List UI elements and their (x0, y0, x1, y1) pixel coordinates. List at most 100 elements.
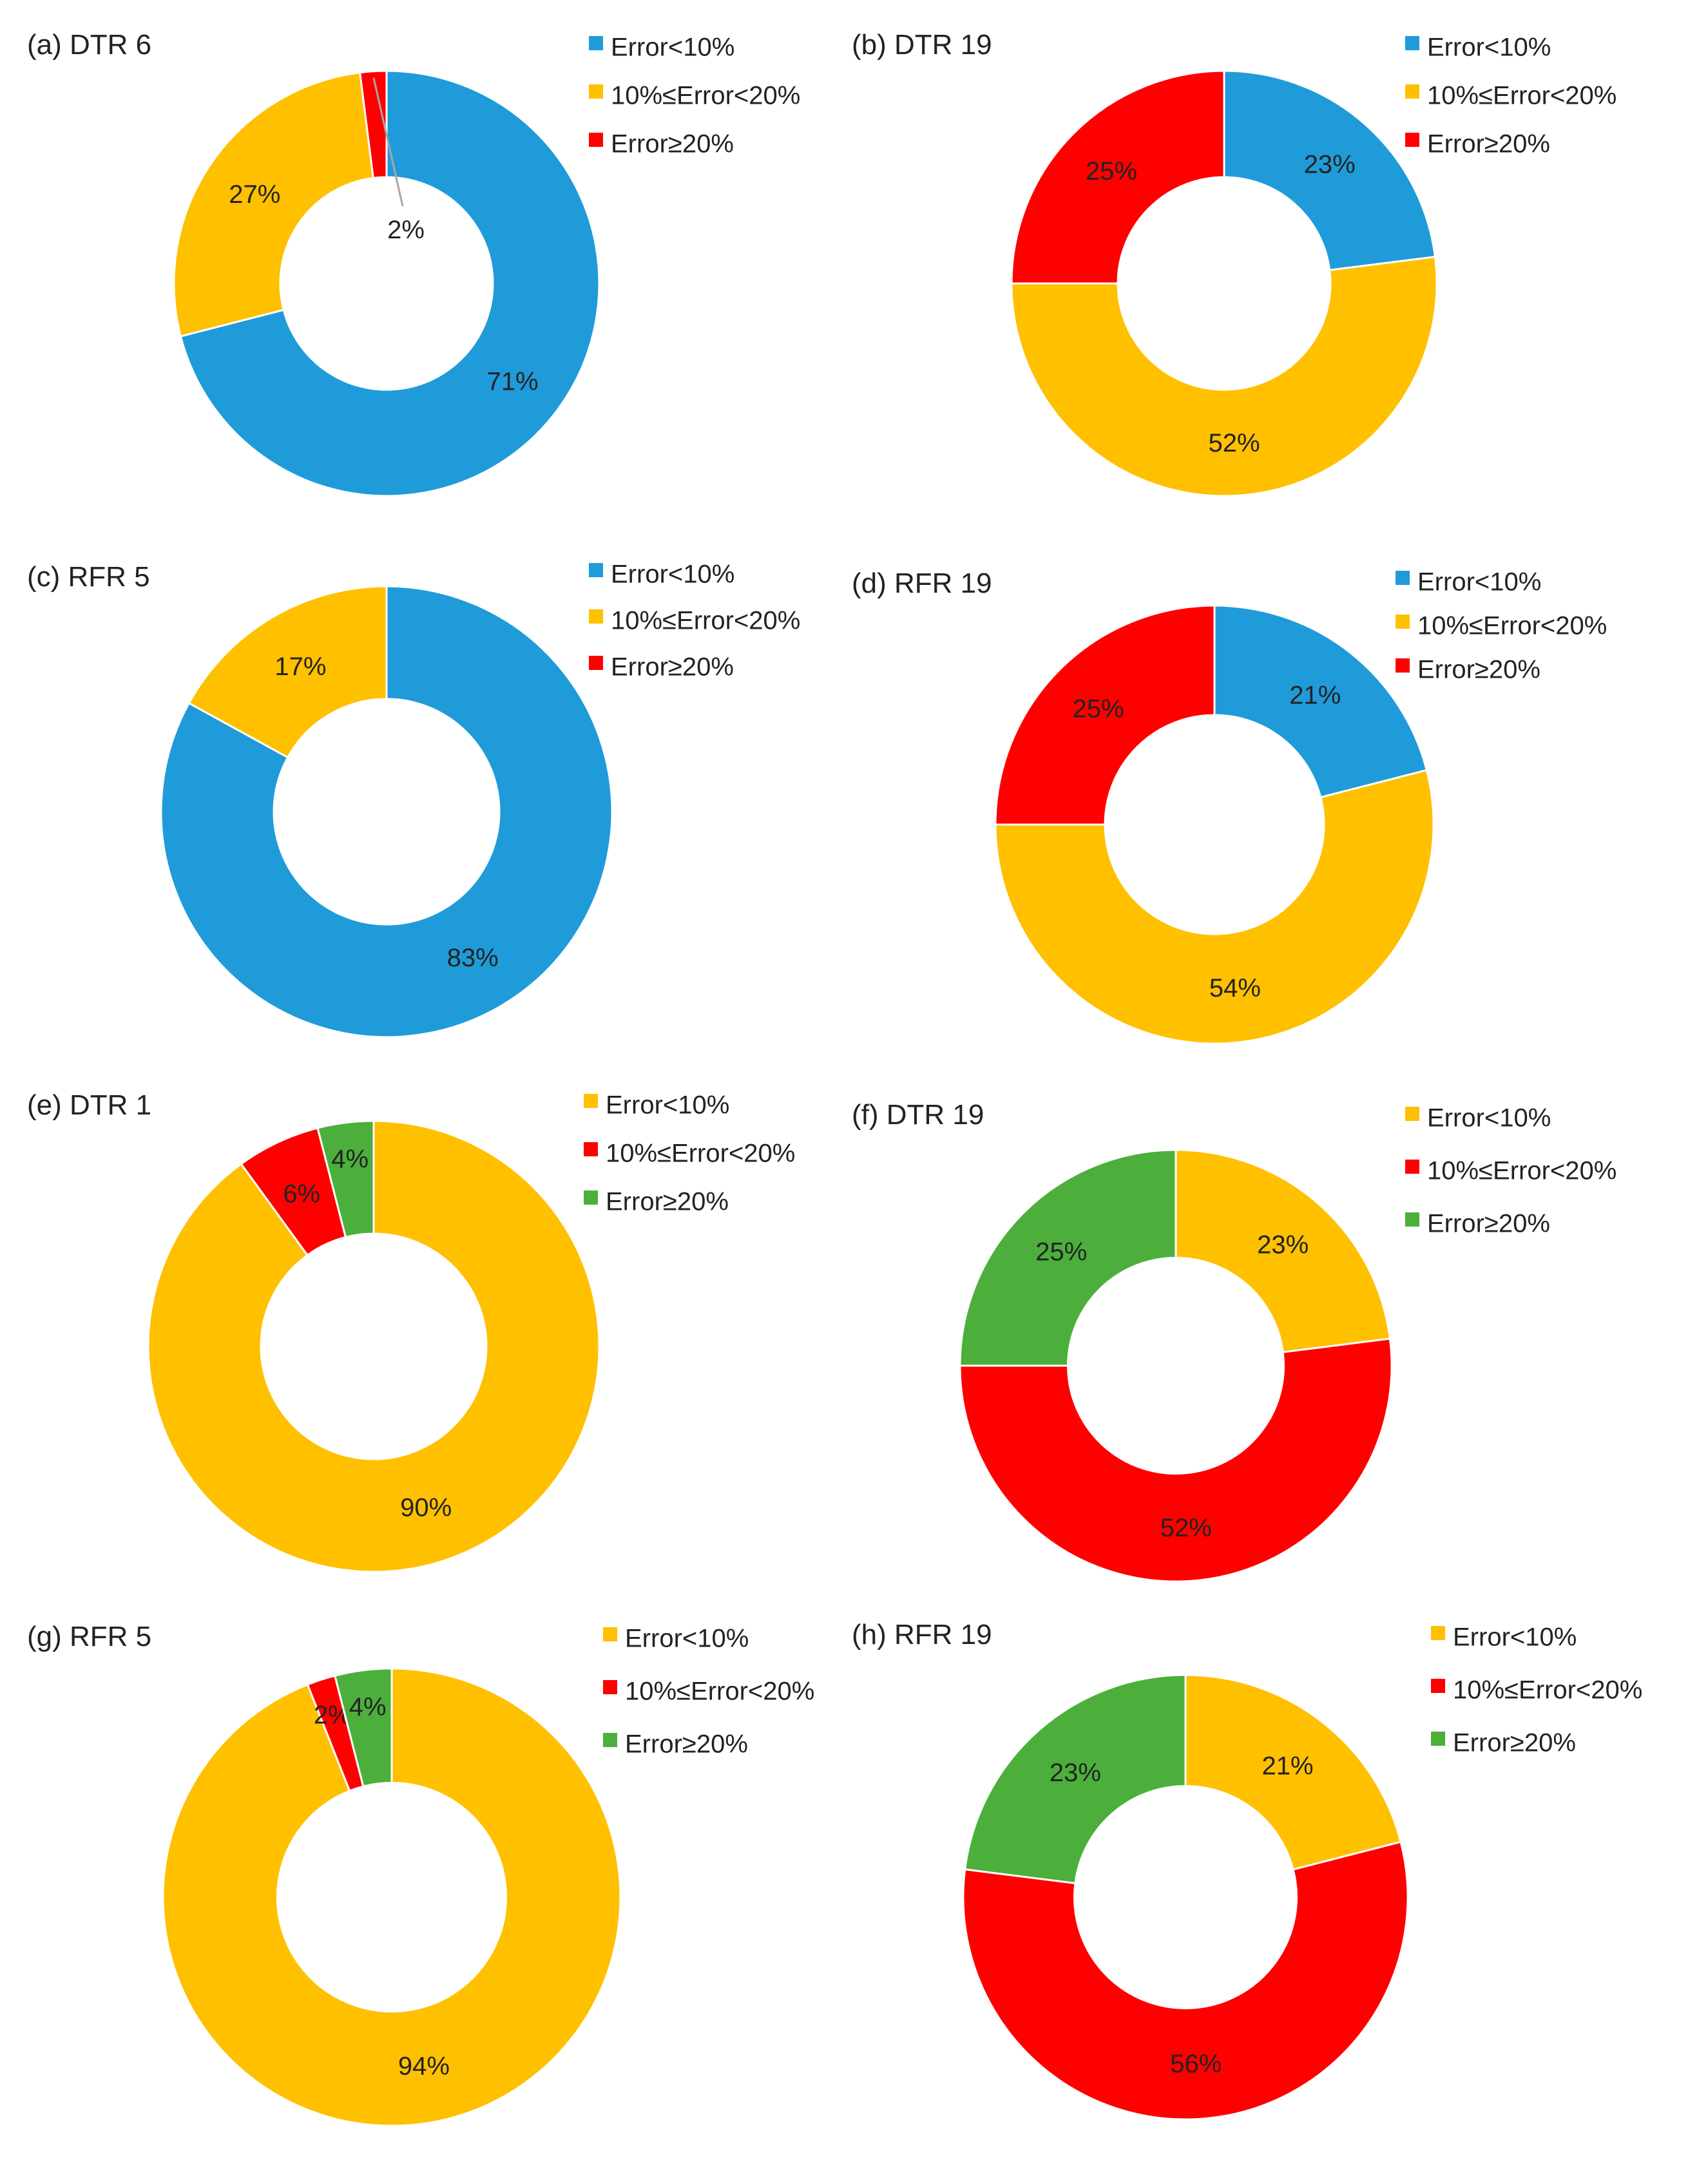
chart-e: (e) DTR 1 90% 6% 4% Error<10% 10%≤Error<20% Er… (27, 1089, 795, 1573)
chart-d-legend-swatch-error-lt-10pct (1396, 571, 1410, 585)
chart-b-legend-error-ge-20pct: Error≥20% (1427, 130, 1550, 158)
chart-a-legend-error-ge-20pct: Error≥20% (611, 130, 734, 158)
chart-f-label-10pct-le-error-lt-20pct: 52% (1160, 1514, 1212, 1542)
chart-h-legend-error-lt-10pct: Error<10% (1453, 1623, 1577, 1652)
chart-a-slice-error-lt-10pct (179, 70, 600, 497)
chart-b-slice-error-lt-10pct (1223, 70, 1437, 271)
chart-c-label-10pct-le-error-lt-20pct: 17% (274, 653, 326, 681)
chart-f-legend-10pct-le-error-lt-20pct: 10%≤Error<20% (1427, 1157, 1617, 1185)
chart-g-legend-swatch-10pct-le-error-lt-20pct (603, 1680, 617, 1694)
chart-b-legend-error-lt-10pct: Error<10% (1427, 33, 1551, 62)
chart-e-legend-swatch-error-lt-10pct (584, 1094, 598, 1108)
chart-d-slice-error-lt-10pct (1213, 604, 1428, 799)
chart-b-label-error-lt-10pct: 23% (1304, 150, 1356, 178)
chart-f-title: (f) DTR 19 (852, 1099, 984, 1131)
chart-b-legend-swatch-error-ge-20pct (1405, 133, 1419, 147)
chart-b-legend-swatch-error-lt-10pct (1405, 36, 1419, 50)
chart-d-legend-error-lt-10pct: Error<10% (1417, 568, 1541, 597)
chart-c-legend-10pct-le-error-lt-20pct: 10%≤Error<20% (611, 607, 800, 635)
chart-f-legend-error-ge-20pct: Error≥20% (1427, 1210, 1550, 1238)
chart-d-legend-swatch-10pct-le-error-lt-20pct (1396, 615, 1410, 629)
chart-h-label-error-ge-20pct: 23% (1050, 1759, 1101, 1787)
chart-e-legend-swatch-10pct-le-error-lt-20pct (584, 1142, 598, 1156)
chart-b-legend-10pct-le-error-lt-20pct: 10%≤Error<20% (1427, 82, 1617, 110)
chart-b-slice-10pct-le-error-lt-20pct (1010, 255, 1438, 497)
chart-c: (c) RFR 5 83% 17% Error<10% 10%≤Error<20% Err… (27, 560, 800, 1038)
chart-c-legend-swatch-error-lt-10pct (589, 563, 603, 577)
chart-d-label-error-ge-20pct: 25% (1073, 695, 1124, 723)
chart-f-legend-error-lt-10pct: Error<10% (1427, 1104, 1551, 1133)
chart-b-legend-swatch-10pct-le-error-lt-20pct (1405, 84, 1419, 99)
chart-f: (f) DTR 19 23% 52% 25% Error<10% 10%≤Error<20… (852, 1099, 1617, 1583)
chart-g: (g) RFR 594%2%4%Error<10%10%≤Error<20%Er… (27, 1621, 814, 2127)
chart-e-label-error-ge-20pct: 4% (331, 1145, 369, 1173)
chart-b-label-error-ge-20pct: 25% (1086, 157, 1137, 186)
chart-g-label-error-lt-10pct: 94% (398, 2052, 450, 2081)
chart-g-slice-error-ge-20pct (333, 1667, 393, 1788)
chart-e-legend-10pct-le-error-lt-20pct: 10%≤Error<20% (606, 1140, 795, 1168)
chart-f-legend-swatch-10pct-le-error-lt-20pct (1405, 1160, 1419, 1174)
chart-a-label-10pct-le-error-lt-20pct: 27% (229, 180, 280, 209)
chart-h-legend-error-ge-20pct: Error≥20% (1453, 1729, 1576, 1757)
chart-g-legend-error-lt-10pct: Error<10% (625, 1625, 749, 1653)
chart-h-slice-error-lt-10pct (1184, 1674, 1402, 1871)
chart-g-title: (g) RFR 5 (27, 1621, 151, 1652)
chart-h-legend-swatch-error-lt-10pct (1431, 1626, 1445, 1640)
chart-h-legend-swatch-10pct-le-error-lt-20pct (1431, 1679, 1445, 1693)
chart-f-label-error-ge-20pct: 25% (1035, 1238, 1087, 1266)
chart-d-slice-error-ge-20pct (994, 604, 1216, 826)
chart-b-title: (b) DTR 19 (852, 29, 992, 61)
chart-a-legend-swatch-10pct-le-error-lt-20pct (589, 84, 603, 99)
chart-e-legend-error-lt-10pct: Error<10% (606, 1091, 729, 1120)
chart-c-label-error-lt-10pct: 83% (447, 944, 499, 972)
chart-f-slice-error-lt-10pct (1175, 1149, 1392, 1353)
chart-h-title: (h) RFR 19 (852, 1619, 992, 1650)
chart-a-slice-error-ge-20pct (358, 70, 388, 179)
chart-d-legend-10pct-le-error-lt-20pct: 10%≤Error<20% (1417, 612, 1607, 640)
chart-f-legend-swatch-error-lt-10pct (1405, 1107, 1419, 1121)
chart-g-legend-10pct-le-error-lt-20pct: 10%≤Error<20% (625, 1677, 814, 1706)
chart-g-legend-swatch-error-lt-10pct (603, 1627, 617, 1641)
chart-d-slice-10pct-le-error-lt-20pct (994, 769, 1435, 1045)
chart-a-label-error-ge-20pct: 2% (387, 216, 425, 244)
chart-h-legend-10pct-le-error-lt-20pct: 10%≤Error<20% (1453, 1676, 1642, 1705)
chart-f-legend-swatch-error-ge-20pct (1405, 1212, 1419, 1227)
chart-a-leader-line (372, 77, 404, 207)
chart-c-slice-10pct-le-error-lt-20pct (187, 585, 388, 759)
chart-g-legend-swatch-error-ge-20pct (603, 1733, 617, 1747)
chart-a: (a) DTR 6 71% 27% 2% Error<10% 10%≤Error<20% E… (27, 29, 800, 497)
chart-a-legend-swatch-error-lt-10pct (589, 36, 603, 50)
chart-b: (b) DTR 19 23% 52% 25% Error<10% 10%≤Error<20… (852, 29, 1617, 497)
chart-e-label-10pct-le-error-lt-20pct: 6% (283, 1180, 320, 1208)
chart-h-slice-10pct-le-error-lt-20pct (962, 1840, 1409, 2121)
chart-c-legend-error-lt-10pct: Error<10% (611, 560, 734, 589)
chart-e-slice-error-ge-20pct (316, 1120, 375, 1239)
chart-g-legend-error-ge-20pct: Error≥20% (625, 1730, 748, 1759)
chart-a-slice-10pct-le-error-lt-20pct (173, 71, 374, 338)
chart-d-title: (d) RFR 19 (852, 568, 992, 599)
chart-e-legend-swatch-error-ge-20pct (584, 1190, 598, 1205)
chart-b-slice-error-ge-20pct (1010, 70, 1225, 285)
chart-a-legend-error-lt-10pct: Error<10% (611, 33, 734, 62)
chart-c-legend-swatch-10pct-le-error-lt-20pct (589, 609, 603, 624)
chart-e-title: (e) DTR 1 (27, 1089, 151, 1121)
chart-b-label-10pct-le-error-lt-20pct: 52% (1209, 429, 1260, 457)
chart-h: (h) RFR 19 21% 56% 23% Error<10% 10%≤Error<20… (852, 1619, 1642, 2121)
chart-c-legend-swatch-error-ge-20pct (589, 656, 603, 670)
chart-f-slice-error-ge-20pct (959, 1149, 1177, 1367)
chart-c-legend-error-ge-20pct: Error≥20% (611, 653, 734, 682)
chart-e-legend-error-ge-20pct: Error≥20% (606, 1188, 729, 1216)
chart-h-label-10pct-le-error-lt-20pct: 56% (1170, 2050, 1222, 2078)
chart-e-label-error-lt-10pct: 90% (400, 1494, 452, 1522)
chart-e-slice-error-lt-10pct (147, 1120, 600, 1573)
chart-a-label-error-lt-10pct: 71% (487, 368, 539, 396)
chart-a-title: (a) DTR 6 (27, 29, 151, 61)
chart-d-legend-swatch-error-ge-20pct (1396, 658, 1410, 673)
chart-g-slice-error-lt-10pct (162, 1667, 622, 2127)
chart-c-slice-error-lt-10pct (160, 585, 613, 1038)
chart-g-label-error-ge-20pct: 4% (349, 1693, 387, 1721)
chart-a-legend-swatch-error-ge-20pct (589, 133, 603, 147)
chart-h-label-error-lt-10pct: 21% (1262, 1752, 1314, 1781)
chart-d-label-10pct-le-error-lt-20pct: 54% (1209, 974, 1261, 1002)
